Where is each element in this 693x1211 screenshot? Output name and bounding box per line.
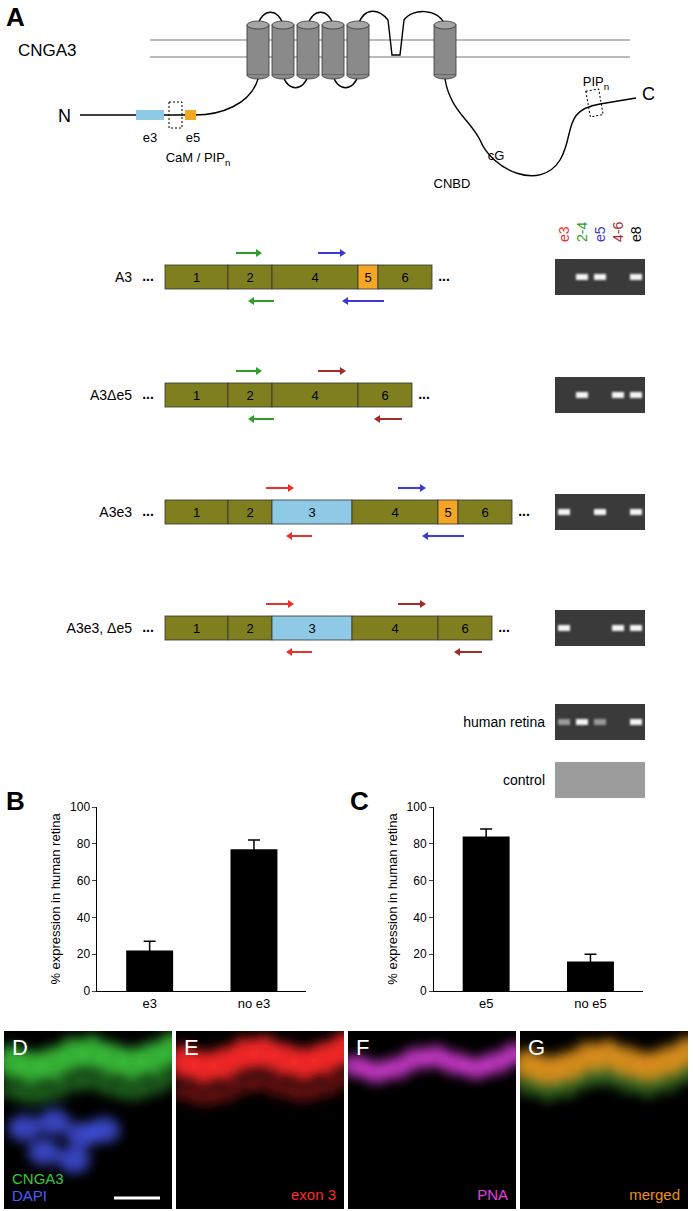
svg-text:2: 2	[246, 505, 253, 520]
svg-text:merged: merged	[629, 1186, 680, 1203]
svg-text:80: 80	[413, 837, 427, 851]
svg-text:G: G	[528, 1035, 545, 1060]
svg-text:6: 6	[481, 505, 488, 520]
svg-text:1: 1	[193, 621, 200, 636]
svg-text:CaM / PIPn: CaM / PIPn	[166, 150, 231, 168]
svg-text:A3e3, Δe5: A3e3, Δe5	[67, 620, 133, 636]
svg-text:0: 0	[83, 984, 90, 998]
svg-text:no e5: no e5	[574, 996, 607, 1011]
svg-text:e3: e3	[142, 996, 156, 1011]
svg-text:exon 3: exon 3	[291, 1186, 336, 1203]
svg-text:1: 1	[193, 505, 200, 520]
svg-text:6: 6	[461, 621, 468, 636]
svg-text:3: 3	[308, 505, 315, 520]
svg-text:e5: e5	[592, 226, 608, 242]
svg-text:20: 20	[77, 947, 91, 961]
svg-text:1: 1	[193, 388, 200, 403]
svg-text:e8: e8	[628, 226, 644, 242]
svg-text:...: ...	[142, 386, 154, 402]
svg-text:1: 1	[193, 270, 200, 285]
svg-text:4: 4	[391, 505, 398, 520]
svg-text:...: ...	[418, 386, 430, 402]
svg-text:PNA: PNA	[477, 1186, 508, 1203]
svg-text:2: 2	[246, 388, 253, 403]
svg-text:3: 3	[308, 621, 315, 636]
svg-text:4: 4	[391, 621, 398, 636]
svg-text:A3Δe5: A3Δe5	[90, 387, 132, 403]
svg-text:control: control	[503, 772, 545, 788]
svg-text:5: 5	[444, 505, 451, 520]
svg-text:2-4: 2-4	[574, 222, 590, 242]
svg-text:20: 20	[413, 947, 427, 961]
svg-text:A3e3: A3e3	[99, 504, 132, 520]
svg-text:CNGA3: CNGA3	[12, 1170, 64, 1187]
svg-text:% expression in human retina: % expression in human retina	[385, 813, 400, 985]
svg-text:2: 2	[246, 621, 253, 636]
svg-text:PIPn: PIPn	[583, 74, 609, 92]
svg-text:DAPI: DAPI	[12, 1187, 47, 1204]
svg-text:E: E	[184, 1035, 199, 1060]
svg-text:e3: e3	[143, 130, 157, 145]
svg-text:D: D	[12, 1035, 28, 1060]
svg-text:2: 2	[246, 270, 253, 285]
svg-text:100: 100	[407, 800, 427, 814]
svg-text:cG: cG	[488, 148, 505, 163]
svg-text:...: ...	[142, 619, 154, 635]
svg-text:...: ...	[142, 503, 154, 519]
svg-text:human retina: human retina	[463, 714, 545, 730]
svg-text:...: ...	[498, 619, 510, 635]
svg-text:e5: e5	[186, 130, 200, 145]
svg-text:4: 4	[311, 270, 318, 285]
svg-text:N: N	[58, 106, 71, 126]
svg-text:60: 60	[413, 874, 427, 888]
svg-text:C: C	[350, 786, 369, 816]
svg-text:5: 5	[364, 270, 371, 285]
svg-text:...: ...	[518, 503, 530, 519]
svg-text:CNBD: CNBD	[434, 176, 471, 191]
svg-text:F: F	[356, 1035, 369, 1060]
svg-text:40: 40	[77, 911, 91, 925]
svg-text:6: 6	[381, 388, 388, 403]
svg-text:e3: e3	[556, 226, 572, 242]
svg-text:% expression in human retina: % expression in human retina	[48, 813, 63, 985]
svg-text:0: 0	[420, 984, 427, 998]
svg-text:4-6: 4-6	[610, 222, 626, 242]
svg-text:40: 40	[413, 911, 427, 925]
svg-text:80: 80	[77, 837, 91, 851]
svg-text:CNGA3: CNGA3	[18, 41, 77, 60]
svg-text:no e3: no e3	[238, 996, 271, 1011]
svg-text:4: 4	[311, 388, 318, 403]
svg-text:C: C	[642, 84, 655, 104]
svg-text:100: 100	[70, 800, 90, 814]
svg-text:A: A	[6, 2, 25, 32]
svg-text:...: ...	[142, 268, 154, 284]
svg-text:B: B	[6, 786, 25, 816]
svg-text:6: 6	[401, 270, 408, 285]
svg-text:...: ...	[438, 268, 450, 284]
svg-text:60: 60	[77, 874, 91, 888]
svg-text:e5: e5	[479, 996, 493, 1011]
svg-text:A3: A3	[115, 269, 132, 285]
